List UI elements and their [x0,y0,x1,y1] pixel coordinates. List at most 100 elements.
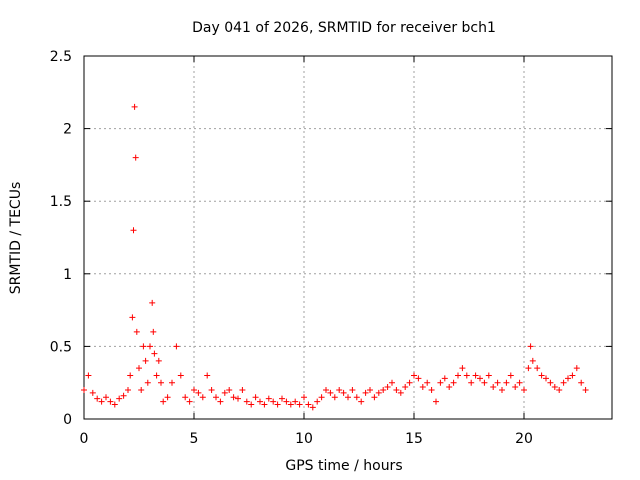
data-point [149,299,156,306]
data-point [472,372,479,379]
data-point [349,386,356,393]
y-axis-label: SRMTID / TECUs [8,182,24,295]
data-point [481,379,488,386]
data-point [521,386,527,393]
data-point [136,365,142,372]
data-point [556,386,563,393]
y-tick-label: 1 [63,267,72,283]
data-point [81,386,87,393]
data-point [331,394,338,401]
data-point [503,379,510,386]
data-point [569,372,576,379]
data-point [428,386,435,393]
x-tick-label: 20 [515,431,533,447]
data-point [485,372,492,379]
data-point [217,398,224,405]
data-point [323,386,329,393]
data-point [89,389,96,396]
data-point [131,103,138,110]
data-point [543,375,549,382]
data-point [144,379,151,386]
data-point [130,227,137,234]
data-point [177,372,184,379]
data-point [169,379,175,386]
data-point [450,379,457,386]
data-point [142,357,149,364]
data-point [292,398,299,405]
data-point [415,375,422,382]
data-point [353,394,360,401]
data-point [463,372,470,379]
data-point [507,372,514,379]
data-point [164,394,171,401]
data-point [490,384,497,391]
data-point [314,398,321,405]
chart-title: Day 041 of 2026, SRMTID for receiver bch… [192,20,496,36]
y-tick-label: 0 [63,412,72,428]
data-point [362,389,369,396]
grid [84,56,612,419]
data-point [318,394,325,401]
data-point [367,386,373,393]
data-point [565,375,571,382]
data-point [538,372,545,379]
data-point [340,389,347,396]
data-point [191,386,197,393]
data-point [527,343,534,350]
data-point [582,386,589,393]
data-point [140,343,147,350]
data-point [182,394,189,401]
y-tick-label: 2 [63,122,72,138]
data-point [208,386,215,393]
data-point [248,401,255,408]
data-point [551,384,558,391]
data-point [133,328,140,335]
x-tick-label: 10 [295,431,313,447]
data-point [477,375,483,382]
data-point [226,386,233,393]
data-point [573,365,580,372]
data-point [287,401,294,408]
data-point [85,372,92,379]
data-point [125,386,131,393]
data-point [327,389,334,396]
data-point [380,386,387,393]
data-point [107,398,114,405]
data-point [529,357,536,364]
data-point [389,379,395,386]
data-point [468,379,475,386]
data-point [103,394,109,401]
data-point [111,401,118,408]
plot-frame [83,55,613,420]
data-point [375,389,382,396]
data-point [384,384,391,391]
data-point [494,379,501,386]
data-point [441,375,448,382]
data-point [138,386,145,393]
data-point [411,372,417,379]
data-point [336,386,343,393]
data-point [243,398,250,405]
data-point [199,394,206,401]
data-point [132,154,139,161]
data-point [160,398,167,405]
data-point [261,401,268,408]
data-point [283,398,290,405]
data-point [155,357,162,364]
data-point [402,384,409,391]
x-tick-label: 15 [405,431,423,447]
data-point [94,395,101,402]
axis-ticks: 0 5 10 15 20 0 0.5 1 1.5 2 2.5 [50,49,612,447]
data-point [274,401,281,408]
data-point [252,394,259,401]
data-point [393,386,400,393]
data-point [221,389,228,396]
data-point [158,379,164,386]
data-point [116,395,123,402]
data-point [147,343,153,350]
data-point [371,394,378,401]
data-point [516,379,523,386]
data-point [534,365,541,372]
data-point [547,379,554,386]
